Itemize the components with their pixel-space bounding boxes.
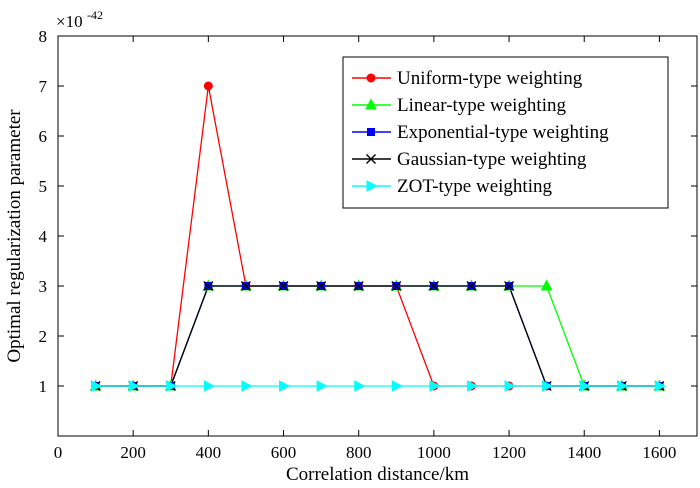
legend-swatch-marker [367,128,375,136]
x-tick-label: 1000 [417,443,451,462]
y-tick-label: 4 [39,227,48,246]
data-point [579,380,591,392]
y-tick-label: 8 [39,27,48,46]
data-point [504,380,516,392]
data-point [504,281,515,291]
y-tick-label: 1 [39,377,48,396]
data-point [203,281,214,291]
legend: Uniform-type weighting Linear-type weight… [342,56,669,209]
legend-item: Linear-type weighting [352,95,566,116]
legend-box [342,56,669,209]
legend-label: Linear-type weighting [397,95,566,116]
legend-swatch-marker [366,73,376,83]
legend-label: Uniform-type weighting [397,68,583,89]
data-point [203,380,215,392]
x-tick-label: 1600 [642,443,676,462]
axis-ticks: 0 200 400 600 800 1000 1200 1400 1600 1 2 3 4 5 6 7 8 [39,27,697,462]
x-tick-label: 1200 [492,443,526,462]
x-tick-label: 800 [346,443,372,462]
legend-label: Gaussian-type weighting [397,149,587,170]
data-point [466,281,477,291]
series-line-1 [95,285,660,387]
x-axis-label: Correlation distance/km [286,464,469,485]
data-point [391,281,402,291]
legend-label: ZOT-type weighting [397,176,552,197]
x-tick-label: 600 [271,443,297,462]
legend-item: Uniform-type weighting [352,68,583,89]
series-line-2 [95,285,660,387]
legend-item: Exponential-type weighting [352,122,609,143]
data-point [241,380,253,392]
y-multiplier-exponent: -42 [87,8,103,22]
data-point [466,380,479,392]
data-point [428,281,439,291]
data-point [617,380,629,392]
data-point [542,380,554,392]
series-line-3 [95,285,660,387]
y-tick-label: 2 [39,327,48,346]
x-tick-label: 400 [196,443,222,462]
legend-item: Gaussian-type weighting [352,149,587,170]
y-tick-label: 7 [39,77,48,96]
series-layer [95,85,660,387]
y-tick-label: 5 [39,177,48,196]
legend-swatch-marker [365,98,377,110]
data-point [240,281,251,291]
legend-swatch-marker [366,154,376,164]
data-point [166,380,178,392]
data-point [429,380,441,392]
data-point [540,279,553,291]
x-tick-label: 200 [120,443,146,462]
legend-swatch-marker [366,180,378,192]
y-tick-label: 3 [39,277,48,296]
data-point [354,380,366,392]
y-tick-label: 6 [39,127,48,146]
y-multiplier-base: ×10 [56,12,83,31]
data-point [391,380,403,392]
data-point [654,380,666,392]
data-point [128,380,140,392]
data-point [316,380,328,392]
x-tick-label: 0 [54,443,63,462]
markers-layer [89,81,666,392]
legend-label: Exponential-type weighting [397,122,609,143]
data-point [353,281,364,291]
legend-item: ZOT-type weighting [352,176,552,197]
data-point [91,380,103,392]
data-point [278,281,289,291]
data-point [279,380,291,392]
data-point [316,281,327,291]
data-point [203,81,213,91]
x-tick-label: 1400 [567,443,601,462]
y-axis-label: Optimal regularization parameter [4,109,25,363]
